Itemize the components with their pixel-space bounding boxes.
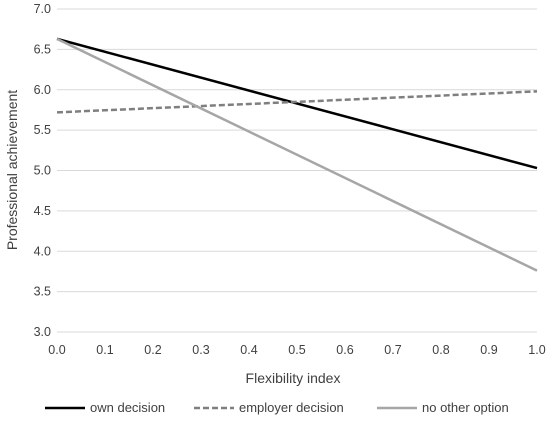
series-line-3 xyxy=(56,37,538,272)
y-tick-label: 6.0 xyxy=(34,83,51,97)
y-axis-label: Professional achievement xyxy=(4,90,20,250)
x-tick-label: 0.3 xyxy=(192,343,209,357)
x-tick-label: 1.0 xyxy=(528,343,545,357)
y-tick-label: 6.5 xyxy=(34,42,51,56)
gridlines xyxy=(57,8,537,333)
x-tick-label: 0.2 xyxy=(144,343,161,357)
y-tick-label: 3.5 xyxy=(34,285,51,299)
legend: own decision employer decision no other op… xyxy=(45,400,509,415)
x-tick-label: 0.8 xyxy=(432,343,449,357)
x-tick-label: 0.4 xyxy=(240,343,257,357)
series-lines xyxy=(56,37,538,272)
x-tick-label: 0.0 xyxy=(48,343,65,357)
series-line-1 xyxy=(56,37,538,170)
x-tick-label: 0.9 xyxy=(480,343,497,357)
y-tick-label: 4.5 xyxy=(34,204,51,218)
y-tick-label: 4.0 xyxy=(34,244,51,258)
x-tick-label: 0.5 xyxy=(288,343,305,357)
legend-label: own decision xyxy=(90,400,165,415)
x-tick-label: 0.6 xyxy=(336,343,353,357)
legend-label: employer decision xyxy=(239,400,344,415)
y-tick-label: 5.5 xyxy=(34,123,51,137)
x-tick-label: 0.1 xyxy=(96,343,113,357)
x-tick-label: 0.7 xyxy=(384,343,401,357)
x-axis-label: Flexibility index xyxy=(246,370,341,386)
y-tick-labels: 3.0 3.5 4.0 4.5 5.0 5.5 6.0 6.5 7.0 xyxy=(34,2,51,339)
y-tick-label: 5.0 xyxy=(34,164,51,178)
y-tick-label: 7.0 xyxy=(34,2,51,16)
y-tick-label: 3.0 xyxy=(34,325,51,339)
legend-label: no other option xyxy=(422,400,509,415)
series-line-2 xyxy=(56,90,538,114)
x-tick-labels: 0.0 0.1 0.2 0.3 0.4 0.5 0.6 0.7 0.8 0.9 1.0 xyxy=(48,343,545,357)
